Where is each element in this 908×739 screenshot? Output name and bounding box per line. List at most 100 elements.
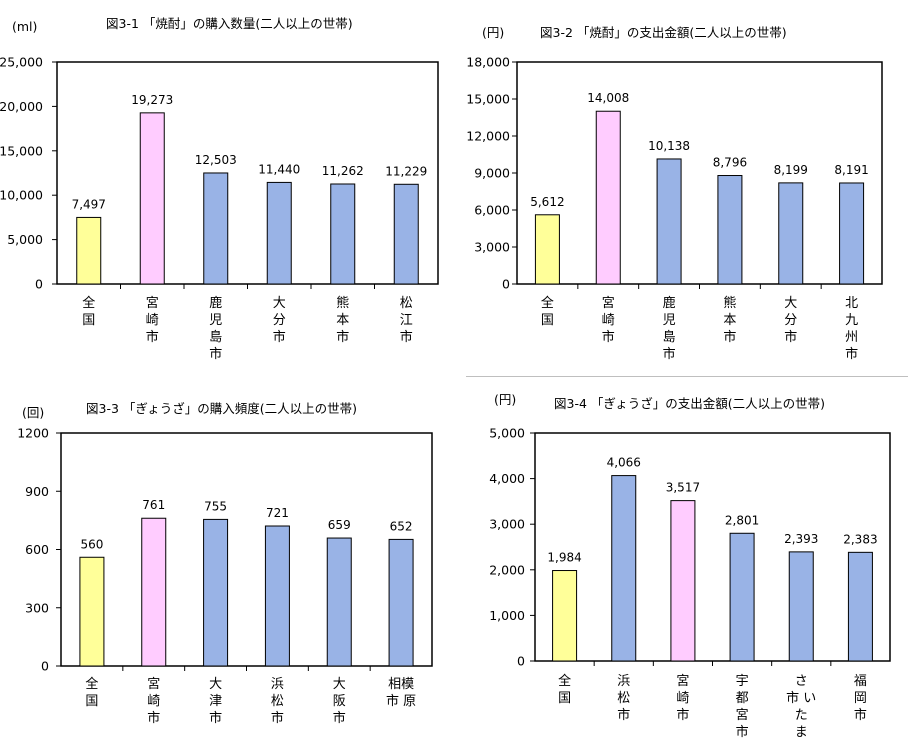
chart-4-bar xyxy=(847,551,873,662)
chart-panel-2: (円) 図3-2 「焼酎」の支出金額(二人以上の世帯) 0 3,000 6,000 9… xyxy=(454,0,908,376)
chart-1-svg: 0 5,000 10,000 15,000 20,000 25,000 7,497 全国 19,… xyxy=(0,55,439,362)
chart-3-bar xyxy=(203,518,229,667)
chart-1-ytick-label: 15,000 xyxy=(0,143,43,158)
chart-2-category-label: 宮 xyxy=(602,295,615,311)
chart-4-category-label: ま xyxy=(795,725,808,739)
chart-4-data-label: 2,801 xyxy=(725,513,759,527)
chart-2-bar xyxy=(595,110,621,285)
chart-panel-4: (円) 図3-4 「ぎょうざ」の支出金額(二人以上の世帯) 0 1,000 2,00… xyxy=(454,376,908,739)
chart-3-category-label: 市 xyxy=(209,710,222,726)
chart-4-svg: 0 1,000 2,000 3,000 4,000 5,000 1,984 全国 4,066 浜松… xyxy=(489,426,891,739)
chart-4-category-label: 都 xyxy=(736,691,749,706)
chart-1-category-label: 熊 xyxy=(336,295,349,311)
chart-1-category-label: 児 xyxy=(209,313,222,328)
chart-3-ytick-label: 300 xyxy=(25,600,49,615)
chart-2-category-label: 全 xyxy=(541,295,554,311)
chart-1-category-label: 本 xyxy=(336,313,349,328)
chart-1-bar xyxy=(330,183,356,285)
chart-2-bar xyxy=(534,214,560,285)
chart-4-category-label: 市 い xyxy=(786,690,816,706)
chart-2-svg: 0 3,000 6,000 9,000 12,000 15,000 18,000 5,612 全… xyxy=(466,55,883,362)
chart-2-category-label: 鹿 xyxy=(663,295,676,311)
chart-4-category-label: 浜 xyxy=(617,674,630,689)
chart-4-category-label: 宇 xyxy=(736,674,749,689)
chart-2-data-label: 8,796 xyxy=(713,156,747,170)
chart-3-category-label: 相模 xyxy=(388,677,414,692)
chart-3-category-label: 市 xyxy=(333,710,346,726)
chart-2-category-label: 州 xyxy=(845,330,858,345)
chart-2-bar xyxy=(656,158,682,285)
chart-3-ytick-label: 900 xyxy=(25,484,49,499)
chart-2-data-label: 8,199 xyxy=(774,163,808,177)
chart-3-data-label: 761 xyxy=(142,498,165,512)
chart-2-bar xyxy=(717,175,743,285)
chart-4-bar xyxy=(788,551,814,662)
chart-4-category-label: 市 xyxy=(676,707,689,723)
chart-4-title: 図3-4 「ぎょうざ」の支出金額(二人以上の世帯) xyxy=(554,396,826,411)
chart-2-ytick-label: 12,000 xyxy=(466,129,510,144)
chart-2-ytick-label: 3,000 xyxy=(474,240,510,255)
chart-3-category-label: 全 xyxy=(85,676,98,692)
chart-3-category-label: 大 xyxy=(209,677,222,692)
chart-4-category-label: 市 xyxy=(617,707,630,723)
chart-4-ytick-label: 0 xyxy=(517,654,525,669)
chart-1-category-label: 鹿 xyxy=(209,295,222,311)
chart-3-data-label: 560 xyxy=(80,537,103,551)
chart-4-category-label: 市 xyxy=(736,724,749,739)
chart-1-category-label: 全 xyxy=(82,295,95,311)
chart-2-bar xyxy=(778,182,804,285)
chart-4-category-label: 宮 xyxy=(676,673,689,689)
chart-3-category-label: 大 xyxy=(333,677,346,692)
chart-3-data-label: 755 xyxy=(204,499,227,513)
chart-1-category-label: 松 xyxy=(400,296,413,311)
chart-4-data-label: 3,517 xyxy=(666,481,700,495)
chart-4-ytick-label: 3,000 xyxy=(489,517,525,532)
chart-4-category-label: 国 xyxy=(558,691,571,706)
chart-4-data-label: 2,393 xyxy=(784,532,818,546)
chart-2-category-label: 児 xyxy=(663,313,676,328)
chart-4-ytick-label: 2,000 xyxy=(489,562,525,577)
chart-2-category-label: 熊 xyxy=(723,295,736,311)
chart-2-title: 図3-2 「焼酎」の支出金額(二人以上の世帯) xyxy=(540,25,787,40)
chart-4-data-label: 1,984 xyxy=(547,551,581,565)
chart-3-plot-area xyxy=(60,432,433,667)
chart-4-bar xyxy=(670,500,696,662)
chart-4-category-label: た xyxy=(795,708,808,723)
chart-2-category-label: 市 xyxy=(784,329,797,345)
chart-1-category-label: 大 xyxy=(273,296,286,311)
chart-1-plot-area xyxy=(56,61,439,285)
chart-1-data-label: 11,229 xyxy=(385,164,427,178)
chart-2-ytick-label: 18,000 xyxy=(466,55,510,70)
chart-4-ytick-label: 5,000 xyxy=(489,426,525,441)
chart-3-title: 図3-3 「ぎょうざ」の購入頻度(二人以上の世帯) xyxy=(86,401,358,416)
chart-panel-3: (回) 図3-3 「ぎょうざ」の購入頻度(二人以上の世帯) 0 300 600 900… xyxy=(0,376,454,739)
chart-4-data-label: 2,383 xyxy=(843,532,877,546)
chart-3-data-label: 652 xyxy=(390,519,413,533)
chart-1-ytick-label: 20,000 xyxy=(0,99,43,114)
chart-3-ytick-label: 0 xyxy=(41,659,49,674)
chart-1-data-label: 11,440 xyxy=(258,162,300,176)
chart-3-bar xyxy=(388,538,414,667)
chart-1-category-label: 崎 xyxy=(146,313,159,328)
chart-4-category-label: さ xyxy=(795,674,808,689)
chart-3-category-label: 市 xyxy=(147,710,160,726)
chart-1-data-label: 19,273 xyxy=(131,93,173,107)
chart-3-unit: (回) xyxy=(22,405,45,420)
chart-1-ytick-label: 10,000 xyxy=(0,188,43,203)
chart-2-category-label: 崎 xyxy=(602,313,615,328)
chart-3-category-label: 津 xyxy=(209,694,222,709)
chart-2-ytick-label: 0 xyxy=(502,277,510,292)
chart-3-bar xyxy=(141,517,167,667)
chart-1-ytick-label: 0 xyxy=(35,277,43,292)
chart-3-category-label: 市 xyxy=(271,710,284,726)
chart-3-category-label: 松 xyxy=(271,694,284,709)
chart-3-ytick-label: 600 xyxy=(25,542,49,557)
chart-1-ytick-label: 25,000 xyxy=(0,55,43,70)
chart-3-ytick-label: 1200 xyxy=(17,426,49,441)
panel-divider xyxy=(466,376,908,377)
chart-1-category-label: 市 xyxy=(400,329,413,345)
chart-1-data-label: 11,262 xyxy=(322,164,364,178)
chart-2-category-label: 大 xyxy=(784,296,797,311)
chart-3-category-label: 市 原 xyxy=(386,693,416,709)
chart-1-bar xyxy=(266,181,292,285)
